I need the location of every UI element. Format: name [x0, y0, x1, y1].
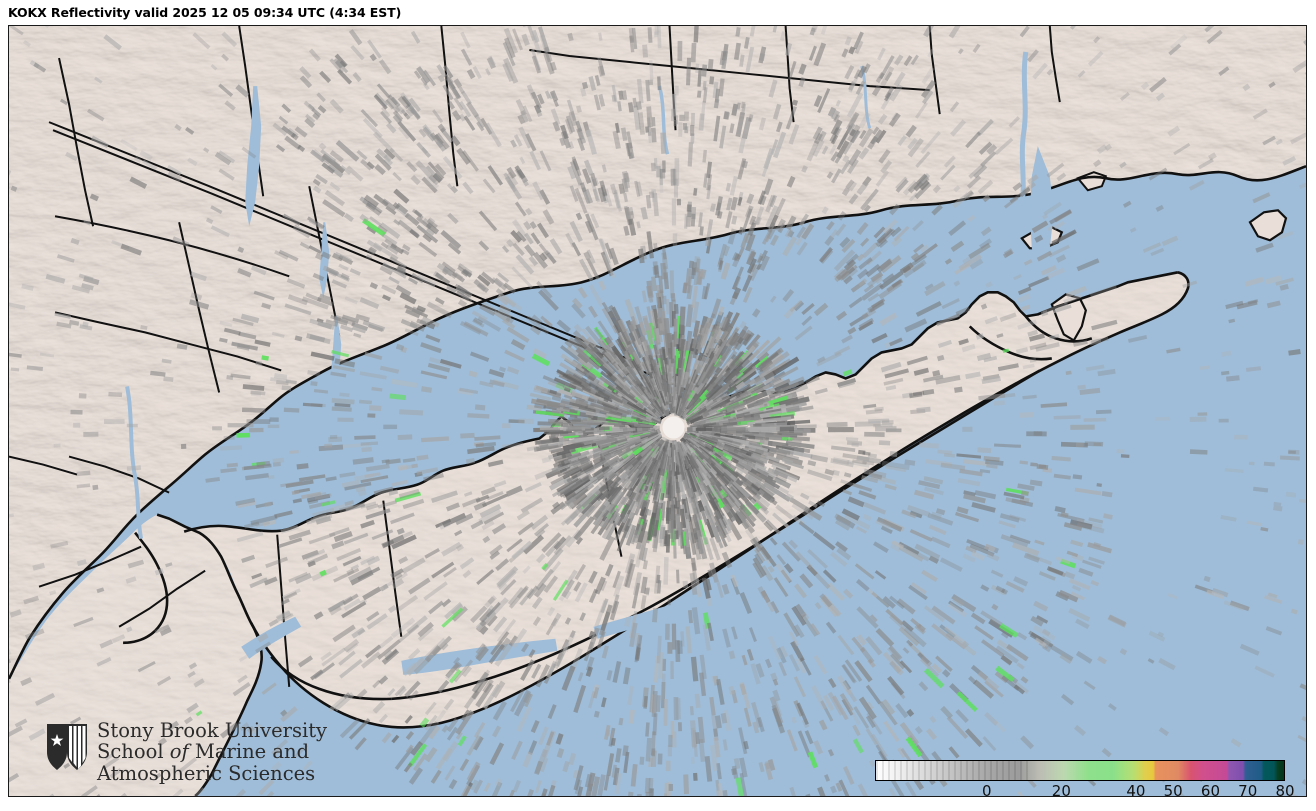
radar-map-frame[interactable]: Stony Brook University School of Marine … — [8, 25, 1307, 797]
title-bar: KOKX Reflectivity valid 2025 12 05 09:34… — [0, 0, 1316, 24]
basemap — [9, 26, 1306, 796]
radar-cone-of-silence — [662, 416, 685, 439]
page-title: KOKX Reflectivity valid 2025 12 05 09:34… — [8, 4, 402, 20]
